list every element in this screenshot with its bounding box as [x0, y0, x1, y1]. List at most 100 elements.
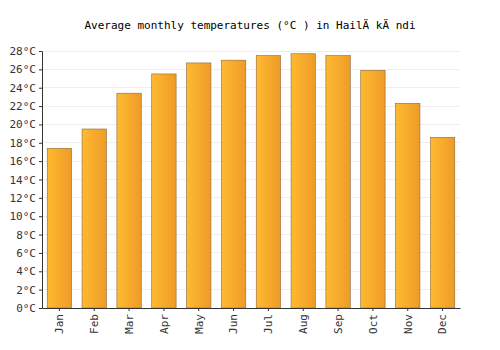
x-tick-mark: [94, 308, 95, 311]
x-tick: Oct: [367, 308, 380, 334]
x-tick-label: Sep: [332, 314, 345, 334]
x-tick-mark: [407, 308, 408, 311]
x-tick-mark: [372, 308, 373, 311]
y-tick: 12°C: [10, 192, 43, 205]
x-tick: May: [193, 308, 206, 334]
y-tick-label: 20°C: [10, 118, 37, 131]
y-tick-mark: [39, 106, 42, 107]
y-tick-label: 18°C: [10, 137, 37, 150]
bar: [47, 148, 71, 308]
y-tick: 26°C: [10, 63, 43, 76]
y-tick: 6°C: [16, 247, 42, 260]
title: Average monthly temperatures (°C ) in Ha…: [84, 19, 415, 32]
x-tick: Sep: [332, 308, 345, 334]
y-tick-mark: [39, 271, 42, 272]
y-axis: 0°C 2°C 4°C 6°C 8°C 10°C 12°C 14°C 16°C 18°C 20°C 2…: [10, 45, 43, 315]
bar: [291, 54, 315, 308]
bar: [326, 56, 350, 308]
y-tick-mark: [39, 308, 42, 309]
x-tick: Jan: [53, 308, 66, 334]
bar: [221, 60, 245, 308]
bar: [361, 70, 385, 308]
y-tick-mark: [39, 124, 42, 125]
x-tick-mark: [198, 308, 199, 311]
y-tick: 10°C: [10, 210, 43, 223]
x-tick: Apr: [158, 308, 171, 334]
y-tick-mark: [39, 180, 42, 181]
x-tick-mark: [233, 308, 234, 311]
x-tick-mark: [163, 308, 164, 311]
y-tick-mark: [39, 253, 42, 254]
y-tick: 22°C: [10, 100, 43, 113]
x-axis: Jan Feb Mar Apr May Jun Jul Aug Sep Oct Nov Dec: [43, 308, 461, 334]
y-tick: 0°C: [16, 302, 42, 315]
y-tick: 2°C: [16, 284, 42, 297]
y-tick-label: 4°C: [16, 265, 36, 278]
x-tick-mark: [338, 308, 339, 311]
x-tick-label: Apr: [158, 314, 171, 334]
y-axis-line: [42, 52, 43, 309]
grid-line: [42, 87, 460, 88]
x-axis-line: [43, 308, 461, 309]
x-tick-label: Jan: [53, 314, 66, 334]
y-tick-label: 16°C: [10, 155, 37, 168]
bar: [256, 56, 280, 308]
plot: 0°C 2°C 4°C 6°C 8°C 10°C 12°C 14°C 16°C 18°C 20°C 2…: [10, 45, 461, 334]
x-tick-label: Feb: [88, 314, 101, 334]
x-tick: Dec: [436, 308, 449, 334]
y-tick-label: 10°C: [10, 210, 37, 223]
y-tick-mark: [39, 216, 42, 217]
grid: [42, 51, 460, 308]
x-tick: Mar: [123, 308, 136, 334]
y-tick-label: 2°C: [16, 284, 36, 297]
y-tick-mark: [39, 290, 42, 291]
y-tick-label: 26°C: [10, 63, 37, 76]
x-tick-label: Nov: [402, 314, 415, 334]
x-tick-mark: [442, 308, 443, 311]
chart: 0°C 2°C 4°C 6°C 8°C 10°C 12°C 14°C 16°C 18°C 20°C 2…: [0, 0, 500, 350]
x-tick-mark: [129, 308, 130, 311]
y-tick-mark: [39, 161, 42, 162]
y-tick-mark: [39, 69, 42, 70]
bar: [187, 63, 211, 308]
bar: [152, 74, 176, 308]
y-tick: 14°C: [10, 174, 43, 187]
y-tick-label: 28°C: [10, 45, 37, 58]
y-tick: 8°C: [16, 229, 42, 242]
bar: [82, 129, 106, 308]
y-tick-mark: [39, 235, 42, 236]
x-tick-label: Jul: [262, 314, 275, 334]
y-tick: 20°C: [10, 118, 43, 131]
x-tick: Jul: [262, 308, 275, 334]
y-tick: 18°C: [10, 137, 43, 150]
y-tick-label: 22°C: [10, 100, 37, 113]
x-tick: Aug: [297, 308, 310, 334]
bar: [430, 137, 454, 308]
y-tick-mark: [39, 88, 42, 89]
x-tick-mark: [303, 308, 304, 311]
x-tick: Jun: [227, 308, 240, 334]
x-tick-label: Jun: [227, 314, 240, 334]
x-tick: Nov: [402, 308, 415, 334]
y-tick: 16°C: [10, 155, 43, 168]
y-tick-label: 8°C: [16, 229, 36, 242]
y-tick-label: 12°C: [10, 192, 37, 205]
y-tick-mark: [39, 143, 42, 144]
grid-line: [42, 51, 460, 52]
x-tick-label: Mar: [123, 314, 136, 334]
y-tick-label: 24°C: [10, 82, 37, 95]
y-tick: 28°C: [10, 45, 43, 58]
x-tick-mark: [59, 308, 60, 311]
x-tick-label: Oct: [367, 314, 380, 334]
y-tick: 4°C: [16, 265, 42, 278]
x-tick-label: Dec: [436, 314, 449, 334]
x-tick-label: Aug: [297, 314, 310, 334]
bar: [117, 93, 141, 308]
grid-line: [42, 69, 460, 70]
bar: [396, 103, 420, 308]
y-tick-label: 6°C: [16, 247, 36, 260]
y-tick: 24°C: [10, 82, 43, 95]
y-tick-label: 0°C: [16, 302, 36, 315]
y-tick-label: 14°C: [10, 174, 37, 187]
x-tick-label: May: [193, 314, 206, 334]
